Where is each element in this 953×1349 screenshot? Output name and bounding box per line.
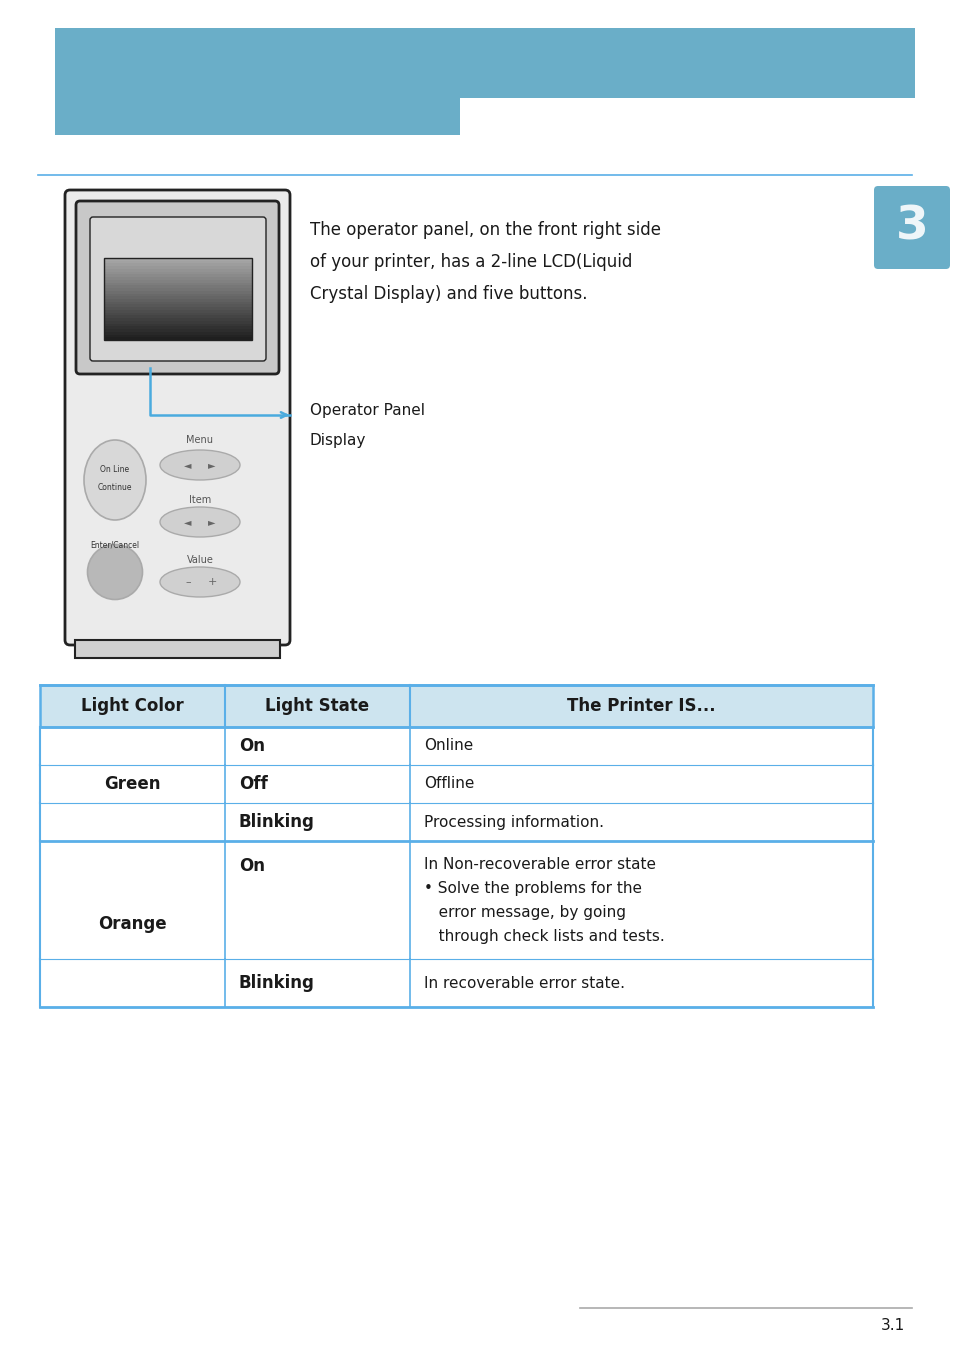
Text: Light State: Light State bbox=[265, 697, 369, 715]
Text: of your printer, has a 2-line LCD(Liquid: of your printer, has a 2-line LCD(Liquid bbox=[310, 254, 632, 271]
Text: ►: ► bbox=[208, 517, 215, 527]
Text: ►: ► bbox=[208, 460, 215, 469]
Ellipse shape bbox=[160, 451, 240, 480]
Text: Offline: Offline bbox=[423, 777, 474, 792]
Text: In recoverable error state.: In recoverable error state. bbox=[423, 975, 624, 990]
Text: Green: Green bbox=[104, 774, 161, 793]
Bar bbox=[104, 297, 252, 299]
Text: On Line: On Line bbox=[100, 465, 130, 475]
Text: Enter/Cancel: Enter/Cancel bbox=[91, 541, 139, 549]
Bar bbox=[75, 639, 280, 658]
Bar bbox=[104, 329, 252, 332]
Ellipse shape bbox=[160, 507, 240, 537]
Text: ◄: ◄ bbox=[184, 460, 192, 469]
Bar bbox=[104, 308, 252, 310]
Text: Operator Panel: Operator Panel bbox=[310, 402, 424, 417]
Bar bbox=[104, 321, 252, 324]
Text: The Printer IS...: The Printer IS... bbox=[567, 697, 715, 715]
Text: Blinking: Blinking bbox=[239, 974, 314, 992]
Text: Processing information.: Processing information. bbox=[423, 815, 603, 830]
Bar bbox=[104, 332, 252, 335]
Bar bbox=[104, 291, 252, 294]
Bar bbox=[104, 274, 252, 277]
Bar bbox=[104, 324, 252, 326]
Bar bbox=[104, 294, 252, 297]
Text: Item: Item bbox=[189, 495, 211, 505]
Text: –: – bbox=[185, 577, 191, 587]
Text: Continue: Continue bbox=[97, 483, 132, 492]
Bar bbox=[104, 313, 252, 316]
Text: Display: Display bbox=[310, 433, 366, 448]
Text: Crystal Display) and five buttons.: Crystal Display) and five buttons. bbox=[310, 285, 587, 304]
Bar bbox=[104, 289, 252, 291]
Text: Menu: Menu bbox=[186, 434, 213, 445]
Text: The operator panel, on the front right side: The operator panel, on the front right s… bbox=[310, 221, 660, 239]
Bar bbox=[104, 268, 252, 271]
FancyBboxPatch shape bbox=[65, 190, 290, 645]
Bar bbox=[104, 299, 252, 302]
Bar bbox=[104, 305, 252, 308]
Bar bbox=[104, 258, 252, 260]
Text: On: On bbox=[239, 737, 265, 755]
Text: +: + bbox=[207, 577, 216, 587]
Ellipse shape bbox=[88, 545, 142, 599]
Ellipse shape bbox=[160, 567, 240, 598]
Text: On: On bbox=[239, 857, 265, 876]
FancyBboxPatch shape bbox=[90, 217, 266, 362]
Bar bbox=[104, 277, 252, 279]
Bar bbox=[104, 335, 252, 337]
Text: Off: Off bbox=[239, 774, 268, 793]
Bar bbox=[104, 260, 252, 263]
Bar bbox=[40, 685, 872, 727]
Bar bbox=[104, 318, 252, 321]
Text: 3.1: 3.1 bbox=[880, 1318, 904, 1333]
Text: through check lists and tests.: through check lists and tests. bbox=[423, 929, 664, 944]
Bar bbox=[104, 326, 252, 329]
Text: • Solve the problems for the: • Solve the problems for the bbox=[423, 881, 641, 896]
FancyBboxPatch shape bbox=[873, 186, 949, 268]
FancyBboxPatch shape bbox=[76, 201, 278, 374]
Bar bbox=[40, 765, 872, 803]
Bar bbox=[104, 263, 252, 266]
Text: ◄: ◄ bbox=[184, 517, 192, 527]
Bar bbox=[104, 316, 252, 318]
Text: Value: Value bbox=[187, 554, 213, 565]
Text: 3: 3 bbox=[895, 205, 927, 250]
Bar bbox=[104, 258, 252, 340]
Text: Online: Online bbox=[423, 738, 473, 754]
Text: Light Color: Light Color bbox=[81, 697, 184, 715]
Ellipse shape bbox=[84, 440, 146, 519]
Bar bbox=[40, 803, 872, 840]
Bar bbox=[104, 337, 252, 340]
Bar bbox=[40, 840, 872, 959]
Text: In Non-recoverable error state: In Non-recoverable error state bbox=[423, 857, 656, 871]
Bar bbox=[104, 271, 252, 274]
Bar bbox=[104, 310, 252, 313]
Text: Orange: Orange bbox=[98, 915, 167, 934]
Bar bbox=[104, 302, 252, 305]
Text: Blinking: Blinking bbox=[239, 813, 314, 831]
Bar bbox=[104, 279, 252, 282]
Text: error message, by going: error message, by going bbox=[423, 905, 625, 920]
Bar bbox=[40, 727, 872, 765]
Bar bbox=[104, 266, 252, 268]
Bar bbox=[40, 959, 872, 1006]
Bar bbox=[104, 286, 252, 289]
Polygon shape bbox=[55, 28, 914, 135]
Bar bbox=[104, 282, 252, 286]
